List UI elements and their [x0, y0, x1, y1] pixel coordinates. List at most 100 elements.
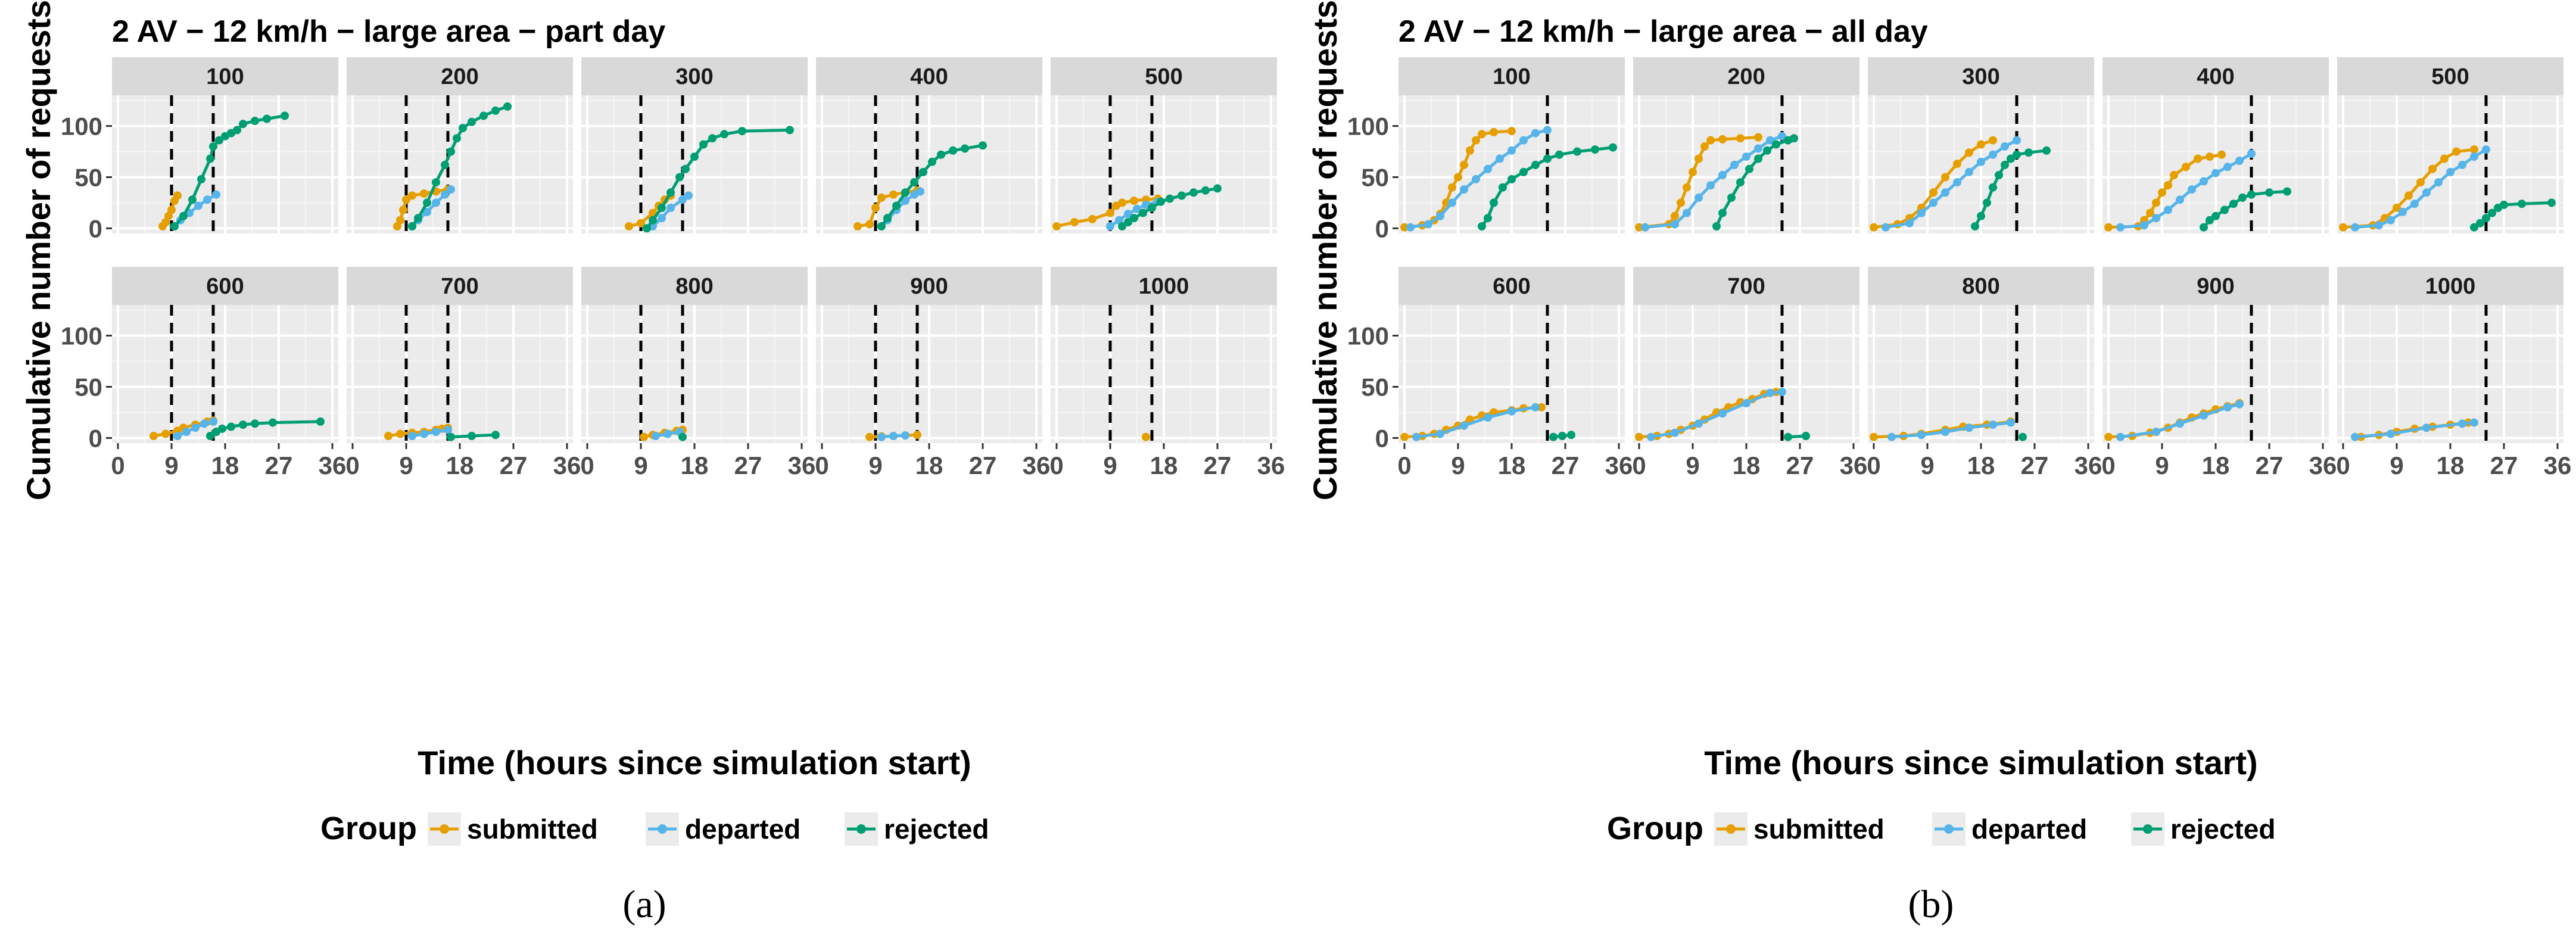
data-point-rejected	[1549, 432, 1558, 441]
data-point-departed	[2351, 432, 2359, 441]
x-tick-label: 18	[681, 451, 709, 479]
data-point-submitted	[1736, 134, 1745, 143]
facet-panel-200: 200	[347, 57, 573, 233]
data-point-rejected	[1543, 154, 1552, 163]
data-point-rejected	[2220, 205, 2229, 214]
y-axis-label: Cumulative number of requests	[1306, 0, 1344, 500]
subfigure-caption: (b)	[1908, 883, 1954, 926]
data-point-departed	[2116, 223, 2125, 232]
data-point-submitted	[1683, 183, 1691, 192]
data-point-departed	[2458, 160, 2466, 169]
data-point-departed	[1742, 152, 1750, 161]
x-tick-label: 9	[1686, 451, 1699, 479]
data-point-departed	[2247, 149, 2256, 158]
data-point-rejected	[1124, 218, 1132, 227]
data-point-rejected	[738, 127, 746, 136]
data-point-rejected	[658, 204, 666, 212]
data-point-submitted	[854, 222, 862, 230]
data-point-submitted	[2194, 154, 2202, 163]
data-point-rejected	[414, 214, 422, 223]
data-point-rejected	[432, 178, 440, 187]
data-point-departed	[1778, 132, 1786, 141]
data-point-rejected	[239, 420, 247, 429]
y-tick-label: 50	[1361, 163, 1389, 191]
data-point-submitted	[1448, 183, 1456, 192]
data-point-departed	[2013, 136, 2021, 145]
data-point-submitted	[161, 429, 170, 438]
facet-strip	[1398, 57, 1625, 95]
data-point-departed	[1695, 193, 1703, 202]
data-point-submitted	[1671, 211, 1679, 220]
data-point-departed	[2351, 223, 2359, 232]
data-point-submitted	[2152, 198, 2160, 207]
data-point-departed	[200, 419, 208, 428]
data-point-rejected	[2229, 200, 2238, 208]
x-tick-label: 0	[1049, 451, 1063, 479]
data-point-submitted	[1929, 188, 1938, 197]
data-point-departed	[1742, 399, 1750, 407]
x-tick-label: 9	[1920, 451, 1934, 479]
data-point-rejected	[2482, 214, 2490, 223]
data-point-rejected	[690, 152, 699, 161]
data-point-submitted	[2452, 147, 2460, 156]
data-point-rejected	[1189, 188, 1198, 197]
data-point-departed	[1730, 160, 1739, 169]
y-tick-label: 0	[1375, 424, 1389, 452]
data-point-submitted	[1965, 148, 1973, 157]
data-point-departed	[2152, 428, 2160, 437]
data-point-departed	[2410, 200, 2419, 208]
facet-panel-600: 600 0 50 100 0 9 18 27 36	[61, 267, 346, 479]
legend: Group submitted departed rejected	[1607, 811, 2275, 846]
data-point-rejected	[263, 114, 271, 123]
data-point-departed	[1436, 211, 1444, 220]
facet-label: 300	[675, 64, 713, 89]
data-point-departed	[447, 185, 455, 194]
data-point-rejected	[1118, 222, 1126, 230]
x-tick-label: 36	[1023, 451, 1051, 479]
data-point-departed	[1977, 157, 1985, 166]
data-point-rejected	[928, 157, 936, 166]
data-point-rejected	[1558, 432, 1566, 440]
data-point-departed	[1953, 178, 1961, 187]
data-point-rejected	[1763, 146, 1771, 155]
data-point-submitted	[1490, 127, 1498, 136]
data-point-departed	[1671, 428, 1679, 437]
data-point-rejected	[1718, 208, 1727, 217]
legend-key-dot-departed	[1944, 824, 1954, 834]
data-point-submitted	[1454, 173, 1462, 182]
facet-strip	[347, 267, 573, 305]
x-tick-label: 27	[1786, 451, 1814, 479]
data-point-departed	[1484, 413, 1492, 422]
data-point-departed	[1754, 144, 1762, 153]
y-tick-label: 0	[89, 214, 102, 242]
data-point-rejected	[408, 222, 416, 230]
facet-strip	[112, 267, 338, 305]
data-point-submitted	[2470, 145, 2478, 154]
data-point-submitted	[1635, 432, 1643, 441]
data-point-rejected	[1754, 154, 1762, 163]
x-tick-label: 36	[1840, 451, 1868, 479]
data-point-rejected	[1989, 183, 1997, 192]
data-point-submitted	[1677, 198, 1685, 207]
data-point-rejected	[251, 419, 259, 428]
data-point-rejected	[937, 150, 945, 159]
data-point-rejected	[919, 167, 927, 176]
data-point-rejected	[910, 178, 918, 187]
x-tick-label: 0	[111, 451, 124, 479]
data-point-submitted	[173, 191, 182, 200]
data-point-rejected	[961, 144, 969, 153]
data-point-submitted	[420, 189, 428, 198]
data-point-departed	[2116, 432, 2125, 441]
data-point-rejected	[2024, 148, 2033, 157]
chart-title: 2 AV − 12 km/h − large area − part day	[112, 14, 665, 49]
facet-strip	[1868, 267, 2094, 305]
data-point-departed	[1106, 222, 1114, 230]
x-tick-label: 0	[2101, 451, 2115, 479]
data-point-rejected	[681, 164, 690, 173]
x-tick-label: 27	[2256, 451, 2284, 479]
data-point-departed	[1531, 403, 1540, 412]
data-point-rejected	[218, 424, 226, 433]
data-point-departed	[1695, 419, 1703, 428]
series-line-rejected	[1715, 136, 1795, 228]
data-point-submitted	[1706, 136, 1715, 145]
